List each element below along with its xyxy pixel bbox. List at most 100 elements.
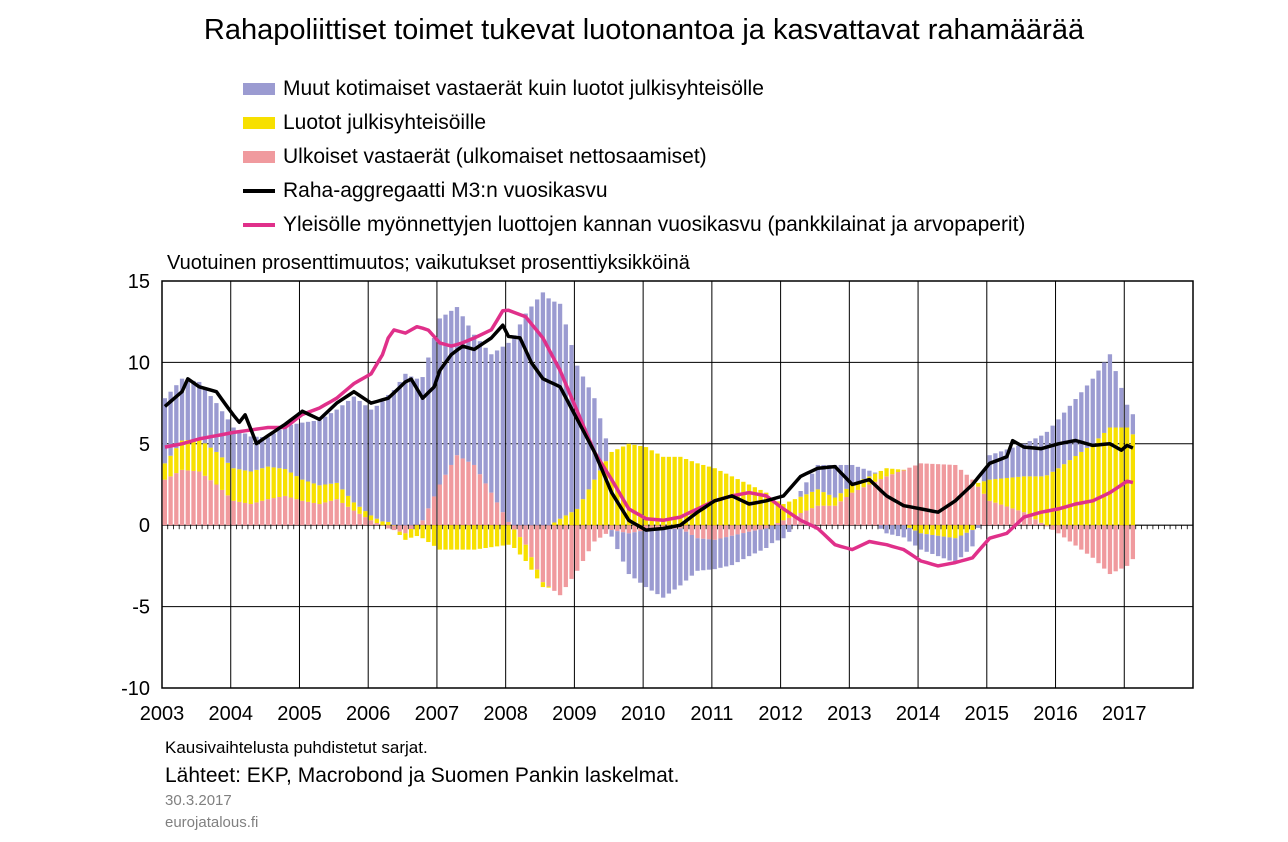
bar-loans-public: [500, 525, 505, 546]
bar-other-domestic: [162, 398, 168, 464]
bar-external: [168, 476, 173, 526]
bar-loans-public: [380, 521, 385, 526]
bar-other-domestic: [1119, 387, 1124, 428]
bar-loans-public: [494, 525, 500, 547]
bar-loans-public: [391, 525, 397, 526]
bar-other-domestic: [294, 423, 299, 477]
bar-loans-public: [288, 472, 294, 498]
bar-loans-public: [735, 479, 740, 526]
bar-other-domestic: [426, 357, 431, 509]
bar-loans-public: [191, 439, 196, 471]
bar-loans-public: [976, 482, 981, 487]
bar-loans-public: [472, 525, 477, 550]
bar-loans-public: [689, 461, 694, 526]
bar-loans-public: [907, 525, 912, 528]
bar-other-domestic: [197, 381, 202, 439]
bar-loans-public: [237, 469, 242, 502]
bar-loans-public: [506, 525, 511, 545]
bar-loans-public: [397, 531, 402, 535]
bar-loans-public: [300, 479, 305, 501]
bar-external: [174, 473, 179, 526]
bar-loans-public: [575, 508, 580, 526]
bar-other-domestic: [620, 532, 626, 562]
bar-other-domestic: [735, 534, 740, 563]
bar-loans-public: [1044, 475, 1050, 526]
bar-external: [758, 525, 763, 530]
bar-external: [878, 479, 883, 526]
bar-loans-public: [832, 497, 838, 506]
bar-other-domestic: [282, 425, 288, 470]
bar-external: [741, 525, 746, 534]
bar-loans-public: [918, 525, 924, 534]
bar-external: [214, 484, 219, 526]
bar-loans-public: [661, 456, 666, 526]
bar-other-domestic: [815, 464, 820, 490]
legend-line-credit: [243, 223, 275, 227]
bar-external: [649, 525, 654, 530]
x-tick-label: 2011: [690, 703, 733, 725]
bar-loans-public: [815, 489, 820, 506]
bar-loans-public: [1061, 464, 1067, 526]
bar-external: [1113, 525, 1118, 572]
bar-external: [781, 520, 786, 526]
bar-loans-public: [1039, 476, 1044, 523]
bar-other-domestic: [987, 455, 992, 480]
bar-loans-public: [941, 525, 946, 537]
bar-other-domestic: [792, 525, 798, 526]
bar-loans-public: [1079, 451, 1084, 526]
bar-other-domestic: [638, 531, 643, 583]
bar-external: [884, 476, 889, 526]
bar-other-domestic: [878, 525, 883, 529]
bar-loans-public: [294, 476, 299, 500]
bar-other-domestic: [1016, 445, 1021, 477]
bar-external: [282, 495, 288, 526]
bar-external: [380, 525, 385, 526]
bar-other-domestic: [895, 525, 901, 537]
bar-external: [248, 504, 253, 526]
bar-loans-public: [998, 478, 1004, 505]
bar-loans-public: [764, 492, 769, 526]
y-tick-label: 15: [128, 271, 150, 293]
plot-frame: [161, 280, 1194, 689]
bar-other-domestic: [970, 530, 975, 547]
bar-loans-public: [695, 463, 700, 526]
bar-other-domestic: [603, 438, 609, 462]
bar-external: [231, 500, 236, 526]
bar-external: [242, 502, 248, 526]
legend-label-other-domestic: Muut kotimaiset vastaerät kuin luotot ju…: [283, 77, 764, 100]
bar-external: [1016, 510, 1021, 526]
bar-other-domestic: [311, 421, 316, 484]
bar-other-domestic: [609, 530, 614, 537]
bar-loans-public: [219, 457, 225, 490]
bar-other-domestic: [924, 534, 929, 552]
bar-loans-public: [208, 447, 213, 481]
bar-other-domestic: [678, 528, 683, 586]
bar-other-domestic: [391, 390, 397, 526]
bar-loans-public: [895, 469, 901, 473]
bar-loans-public: [512, 529, 517, 548]
bar-other-domestic: [775, 525, 780, 541]
bar-external: [294, 499, 299, 526]
chart-title: Rahapoliittiset toimet tukevat luotonant…: [203, 14, 1085, 46]
bar-external: [460, 458, 465, 526]
bar-other-domestic: [769, 525, 775, 544]
bar-external: [483, 483, 488, 526]
bar-other-domestic: [861, 468, 866, 480]
bar-other-domestic: [305, 421, 311, 482]
bar-external: [357, 513, 362, 526]
bar-loans-public: [265, 466, 271, 500]
bar-external: [1119, 525, 1124, 569]
bar-external: [437, 484, 442, 526]
bar-loans-public: [1119, 427, 1124, 526]
bar-loans-public: [872, 473, 878, 482]
bar-external: [368, 520, 374, 526]
bar-other-domestic: [323, 416, 328, 485]
bar-external: [712, 525, 717, 540]
bar-external: [237, 501, 242, 526]
bar-external: [546, 525, 551, 587]
bar-loans-public: [305, 481, 311, 502]
bar-external: [987, 500, 992, 526]
bar-loans-public: [827, 494, 832, 506]
bar-external: [598, 525, 603, 538]
bar-external: [832, 505, 838, 526]
